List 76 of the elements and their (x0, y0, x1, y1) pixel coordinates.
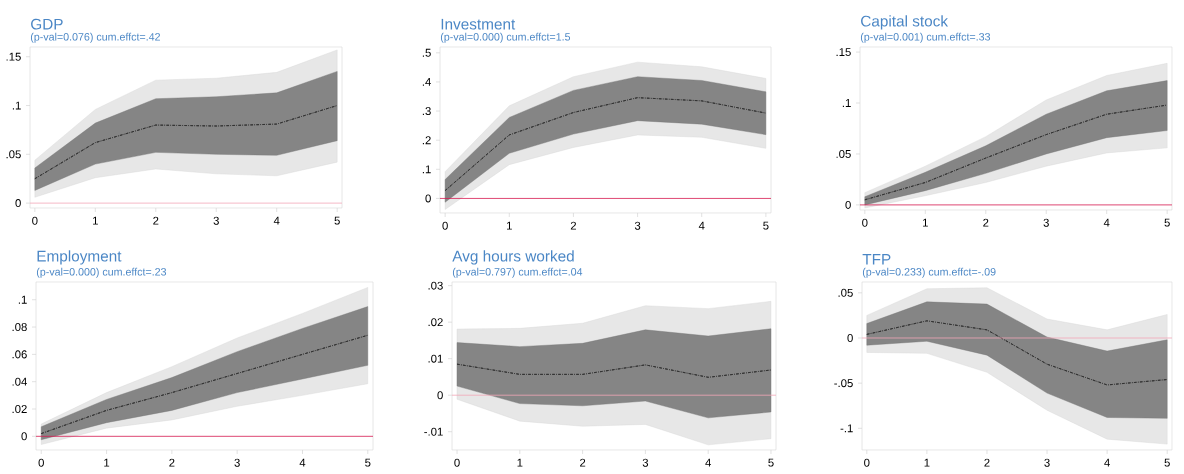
x-tick-label: 5 (1164, 458, 1170, 467)
chart-title: TFP (862, 254, 891, 265)
x-tick-label: 3 (642, 458, 649, 467)
y-tick-label: .1 (12, 101, 21, 110)
y-tick-label: .08 (12, 323, 27, 332)
x-tick-label: 2 (169, 458, 175, 467)
x-tick-label: 3 (634, 221, 641, 230)
y-tick-label: 0 (437, 391, 443, 400)
y-tick-label: .06 (12, 350, 27, 359)
x-tick-label: 2 (570, 221, 577, 230)
x-tick-label: 5 (768, 458, 774, 467)
y-tick-label: 0 (15, 199, 21, 208)
y-tick-label: .1 (422, 165, 431, 174)
y-tick-label: .5 (422, 48, 431, 57)
y-tick-label: .15 (6, 52, 21, 61)
x-tick-label: 4 (1103, 218, 1110, 227)
y-tick-label: .05 (836, 149, 851, 158)
y-tick-label: .02 (12, 405, 27, 414)
chart-title: Investment (441, 18, 516, 30)
y-tick-label: .03 (428, 281, 443, 290)
x-tick-label: 3 (213, 216, 219, 225)
chart-subtitle: (p-val=0.076) cum.effct=.42 (30, 32, 160, 43)
y-tick-label: .15 (836, 48, 851, 57)
chart-subtitle: (p-val=0.001) cum.effct=.33 (860, 32, 991, 43)
x-tick-label: 1 (923, 218, 928, 227)
x-tick-label: 3 (234, 458, 240, 467)
chart-title: GDP (31, 18, 63, 30)
x-tick-label: 0 (862, 218, 868, 227)
chart-title: Avg hours worked (452, 250, 574, 265)
y-tick-label: 0 (845, 200, 851, 209)
y-tick-label: .4 (422, 78, 431, 86)
y-tick-label: .1 (842, 99, 851, 107)
chart-title: Capital stock (861, 15, 949, 30)
x-tick-label: 2 (984, 458, 990, 467)
x-tick-label: 4 (1104, 458, 1110, 467)
x-tick-label: 5 (334, 216, 340, 225)
y-tick-label: .04 (12, 377, 27, 386)
chart-subtitle: (p-val=0.000) cum.effct=1.5 (440, 32, 571, 43)
x-tick-label: 2 (153, 216, 159, 225)
y-tick-label: -.1 (840, 424, 853, 433)
chart-subtitle: (p-val=0.000) cum.effct=.23 (36, 267, 167, 278)
y-tick-label: -.01 (424, 427, 443, 436)
chart-subtitle: (p-val=0.233) cum.effct=-.09 (862, 267, 996, 278)
x-tick-label: 4 (299, 458, 306, 467)
x-tick-label: 3 (1043, 218, 1049, 227)
chart-subtitle: (p-val=0.797) cum.effct=.04 (452, 267, 583, 278)
x-tick-label: 5 (763, 221, 769, 230)
y-tick-label: 0 (425, 194, 431, 203)
x-tick-label: 2 (580, 458, 586, 467)
x-tick-label: 4 (273, 216, 280, 225)
y-tick-label: 0 (21, 432, 27, 441)
x-tick-label: 4 (698, 221, 705, 230)
y-tick-label: .2 (422, 136, 431, 145)
x-tick-label: 0 (454, 458, 460, 467)
y-tick-label: .02 (428, 318, 443, 327)
y-tick-label: .1 (18, 295, 27, 304)
chart-title: Employment (37, 250, 122, 265)
x-tick-label: 1 (93, 216, 98, 225)
x-tick-label: 0 (32, 216, 38, 225)
y-tick-label: .3 (422, 107, 431, 116)
x-tick-label: 1 (104, 458, 110, 467)
x-tick-label: 5 (1164, 218, 1170, 227)
y-tick-label: 0 (847, 333, 853, 342)
y-tick-label: .05 (6, 150, 21, 159)
x-tick-label: 1 (517, 458, 523, 467)
x-tick-label: 0 (864, 458, 870, 467)
x-tick-label: 0 (38, 458, 44, 467)
x-tick-label: 4 (705, 458, 712, 467)
x-tick-label: 1 (507, 221, 512, 230)
x-tick-label: 2 (983, 218, 989, 227)
x-tick-label: 3 (1044, 458, 1050, 467)
x-tick-label: 5 (365, 458, 371, 467)
y-tick-label: -.05 (834, 379, 853, 388)
x-tick-label: 1 (924, 458, 930, 467)
y-tick-label: .05 (838, 288, 853, 297)
y-tick-label: .01 (428, 354, 443, 363)
